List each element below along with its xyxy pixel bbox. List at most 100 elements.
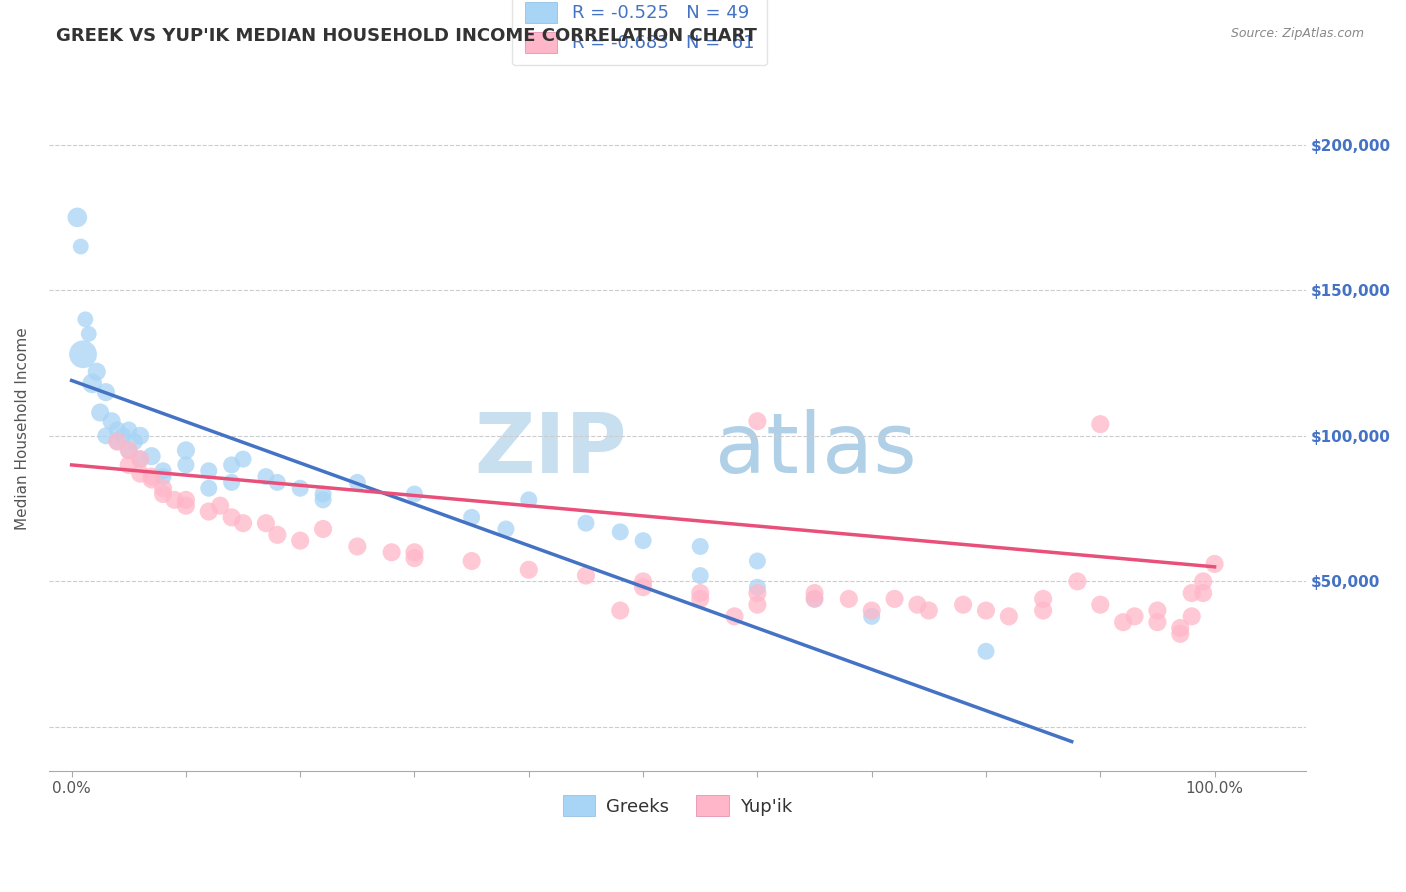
- Point: [346, 540, 368, 554]
- Point: [631, 574, 654, 589]
- Point: [346, 475, 368, 490]
- Point: [575, 568, 598, 582]
- Point: [1032, 591, 1054, 606]
- Point: [404, 487, 426, 501]
- Point: [105, 423, 128, 437]
- Point: [1090, 417, 1112, 432]
- Point: [495, 522, 517, 536]
- Point: [460, 554, 482, 568]
- Point: [747, 554, 769, 568]
- Point: [163, 492, 186, 507]
- Point: [974, 644, 997, 658]
- Point: [1112, 615, 1135, 630]
- Point: [232, 452, 254, 467]
- Point: [404, 545, 426, 559]
- Point: [905, 598, 928, 612]
- Point: [631, 580, 654, 594]
- Point: [82, 376, 104, 391]
- Point: [460, 510, 482, 524]
- Point: [609, 603, 631, 617]
- Point: [517, 563, 540, 577]
- Point: [141, 449, 163, 463]
- Point: [94, 385, 117, 400]
- Point: [118, 423, 141, 437]
- Point: [118, 458, 141, 472]
- Point: [105, 434, 128, 449]
- Point: [404, 551, 426, 566]
- Point: [174, 492, 197, 507]
- Point: [974, 603, 997, 617]
- Point: [290, 533, 312, 548]
- Point: [221, 510, 243, 524]
- Point: [72, 347, 94, 361]
- Point: [174, 499, 197, 513]
- Legend: Greeks, Yup'ik: Greeks, Yup'ik: [555, 788, 799, 823]
- Point: [1192, 574, 1215, 589]
- Point: [1204, 557, 1226, 571]
- Point: [152, 487, 174, 501]
- Point: [118, 443, 141, 458]
- Point: [1192, 586, 1215, 600]
- Point: [69, 239, 91, 253]
- Point: [918, 603, 941, 617]
- Point: [883, 591, 905, 606]
- Point: [381, 545, 404, 559]
- Point: [1146, 615, 1168, 630]
- Point: [838, 591, 860, 606]
- Text: ZIP: ZIP: [475, 409, 627, 490]
- Point: [803, 591, 825, 606]
- Point: [77, 326, 100, 341]
- Point: [723, 609, 745, 624]
- Point: [1090, 598, 1112, 612]
- Point: [129, 452, 152, 467]
- Point: [152, 481, 174, 495]
- Point: [1168, 621, 1191, 635]
- Point: [312, 522, 335, 536]
- Point: [174, 443, 197, 458]
- Point: [152, 464, 174, 478]
- Point: [232, 516, 254, 531]
- Text: atlas: atlas: [716, 409, 917, 490]
- Point: [952, 598, 974, 612]
- Point: [860, 609, 883, 624]
- Point: [141, 469, 163, 483]
- Point: [1181, 586, 1204, 600]
- Point: [118, 443, 141, 458]
- Point: [152, 469, 174, 483]
- Point: [197, 504, 219, 518]
- Point: [860, 603, 883, 617]
- Point: [1181, 609, 1204, 624]
- Point: [89, 405, 111, 419]
- Point: [1123, 609, 1146, 624]
- Point: [803, 586, 825, 600]
- Point: [290, 481, 312, 495]
- Text: GREEK VS YUP'IK MEDIAN HOUSEHOLD INCOME CORRELATION CHART: GREEK VS YUP'IK MEDIAN HOUSEHOLD INCOME …: [56, 27, 756, 45]
- Point: [689, 591, 711, 606]
- Point: [197, 481, 219, 495]
- Point: [1146, 603, 1168, 617]
- Point: [575, 516, 598, 531]
- Point: [312, 492, 335, 507]
- Point: [209, 499, 232, 513]
- Point: [1066, 574, 1088, 589]
- Point: [94, 429, 117, 443]
- Point: [689, 586, 711, 600]
- Point: [86, 365, 108, 379]
- Point: [124, 434, 146, 449]
- Point: [312, 487, 335, 501]
- Point: [141, 473, 163, 487]
- Point: [266, 528, 288, 542]
- Point: [197, 464, 219, 478]
- Point: [105, 434, 128, 449]
- Point: [689, 540, 711, 554]
- Point: [266, 475, 288, 490]
- Point: [129, 467, 152, 481]
- Point: [254, 516, 277, 531]
- Point: [129, 452, 152, 467]
- Point: [803, 591, 825, 606]
- Point: [129, 429, 152, 443]
- Point: [747, 414, 769, 428]
- Point: [1168, 627, 1191, 641]
- Point: [112, 429, 135, 443]
- Point: [1032, 603, 1054, 617]
